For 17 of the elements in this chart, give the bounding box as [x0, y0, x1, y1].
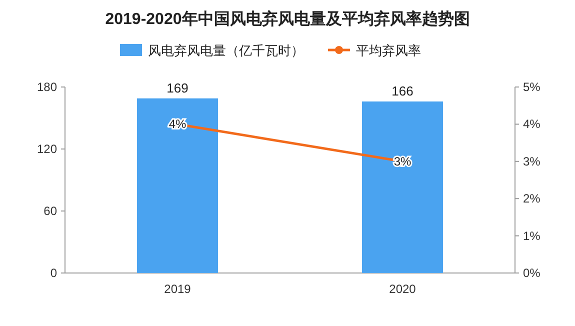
- data-label: 169: [166, 80, 188, 96]
- y2-tick-label: 5%: [523, 80, 541, 94]
- legend-label: 风电弃风电量（亿千瓦时）: [148, 43, 304, 58]
- y-tick-label: 120: [36, 142, 58, 156]
- y2-tick-label: 0%: [523, 266, 541, 280]
- y2-tick-label: 2%: [523, 192, 541, 206]
- y2-tick-label: 3%: [523, 154, 541, 168]
- chart-title: 2019-2020年中国风电弃风电量及平均弃风率趋势图: [105, 9, 470, 28]
- x-tick-label: 2019: [164, 282, 192, 296]
- legend-label: 平均弃风率: [356, 43, 421, 58]
- x-tick-label: 2020: [389, 282, 416, 296]
- y2-tick-label: 4%: [523, 117, 541, 132]
- y2-tick-label: 1%: [523, 228, 541, 243]
- data-label: 166: [392, 83, 414, 98]
- y-tick-label: 180: [36, 80, 58, 94]
- y-tick-label: 60: [44, 204, 58, 218]
- y-tick-label: 0: [50, 266, 58, 280]
